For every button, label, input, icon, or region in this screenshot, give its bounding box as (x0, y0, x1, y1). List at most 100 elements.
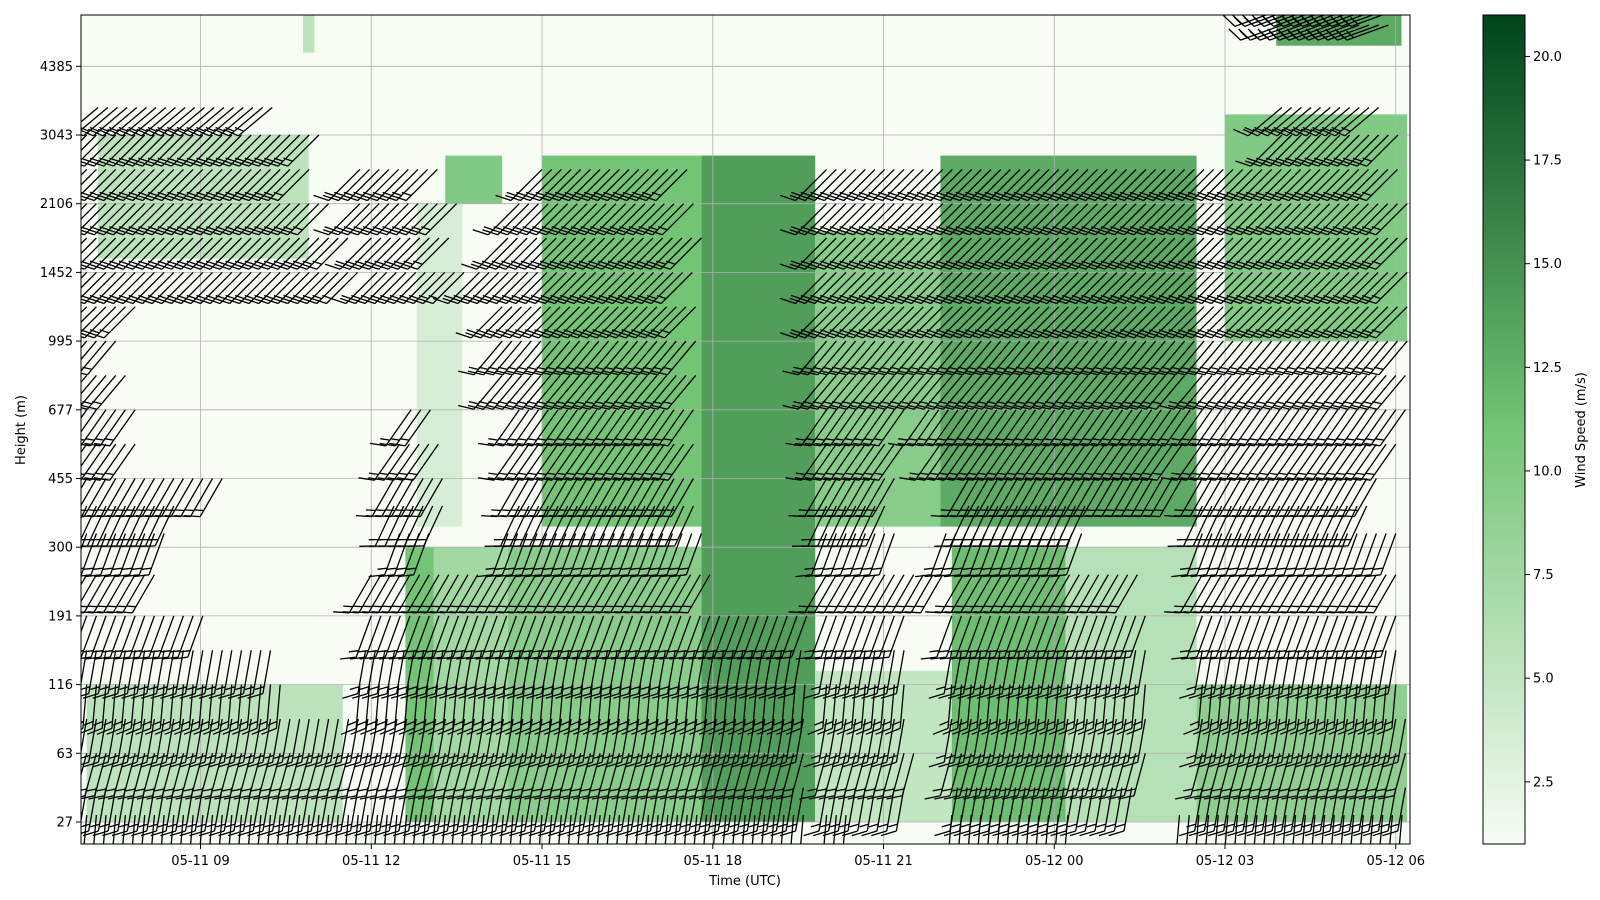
wind-barb (1031, 787, 1055, 837)
wind-barb (400, 203, 448, 236)
wind-barb (1367, 684, 1387, 735)
wind-barb (81, 533, 107, 577)
wind-barb (252, 168, 301, 202)
wind-barb (1069, 753, 1098, 800)
wind-barb (1252, 753, 1281, 800)
wind-barb (663, 718, 688, 768)
wind-barb (1108, 787, 1133, 837)
wind-barb (460, 718, 485, 768)
wind-barb (1320, 107, 1370, 137)
wind-barb (1238, 533, 1271, 578)
wind-barb (887, 409, 930, 447)
wind-barb (780, 718, 804, 768)
wind-barb (1224, 815, 1229, 844)
wind-barb (830, 340, 876, 376)
wind-barb (879, 340, 924, 376)
wind-barb (496, 374, 542, 410)
wind-barb (1034, 443, 1077, 481)
wind-barb (243, 753, 272, 800)
wind-barb (632, 340, 677, 376)
wind-barb (179, 718, 204, 768)
wind-barb (1354, 533, 1387, 578)
wind-barb (1034, 340, 1079, 376)
x-tick-label: 05-12 06 (1367, 854, 1425, 869)
wind-barb (1112, 443, 1154, 481)
wind-barb (621, 753, 650, 800)
wind-barb (1063, 374, 1108, 410)
wind-barb (208, 650, 233, 699)
wind-barb (1003, 409, 1046, 447)
wind-barb (1208, 718, 1232, 768)
wind-barb (251, 684, 272, 735)
wind-barb (407, 271, 455, 305)
wind-barb (1315, 443, 1358, 481)
wind-barb (525, 374, 571, 410)
wind-barb (603, 409, 646, 447)
wind-barb (204, 107, 254, 137)
wind-barb (937, 443, 980, 481)
wind-barb (861, 718, 886, 768)
wind-barb (514, 684, 535, 735)
wind-barb (630, 168, 678, 202)
wind-barb (1092, 340, 1137, 376)
wind-barb (1296, 409, 1339, 447)
wind-barb (1273, 815, 1277, 844)
wind-barb (1324, 340, 1369, 376)
wind-barb (1331, 505, 1368, 547)
colorbar (1482, 14, 1526, 845)
wind-barb (1325, 615, 1358, 660)
wind-barb (1101, 374, 1147, 410)
wind-barb (437, 684, 458, 735)
wind-barb (345, 815, 350, 844)
wind-barb (803, 718, 828, 768)
wind-barb (84, 533, 117, 578)
wind-barb (1379, 815, 1384, 844)
wind-barb (834, 533, 866, 578)
wind-barb (131, 815, 136, 844)
wind-barb (811, 340, 857, 376)
wind-barb (572, 753, 601, 800)
wind-barb (746, 615, 779, 660)
wind-barb (81, 718, 88, 756)
wind-barb (620, 615, 653, 660)
wind-barb (1044, 443, 1087, 481)
wind-barb (1360, 271, 1408, 305)
wind-barb (490, 815, 495, 844)
wind-barb (957, 718, 982, 768)
wind-barb (637, 203, 685, 236)
wind-barb (487, 340, 532, 376)
wind-barb (625, 718, 650, 768)
wind-barb (808, 753, 837, 800)
wind-barb (708, 753, 737, 800)
wind-barb (814, 409, 857, 447)
wind-barb (417, 753, 446, 800)
wind-barb (1231, 684, 1252, 735)
wind-barb (524, 615, 556, 660)
wind-barb (538, 718, 563, 768)
wind-barb (853, 443, 895, 481)
wind-barb (1372, 650, 1397, 699)
wind-barb (836, 684, 857, 735)
wind-barb (1073, 443, 1116, 481)
wind-barb (1257, 409, 1300, 447)
wind-barb (1174, 753, 1203, 800)
wind-barb (635, 271, 684, 305)
wind-barb (857, 753, 886, 800)
wind-barb (379, 753, 408, 800)
wind-barb (1277, 615, 1310, 660)
wind-barb (718, 684, 738, 735)
wind-barb (475, 615, 508, 660)
wind-barb (1308, 684, 1329, 735)
wind-barb (184, 107, 234, 137)
wind-barb (160, 718, 185, 768)
wind-barb (81, 753, 107, 800)
wind-barb (354, 815, 359, 844)
wind-barb (563, 684, 584, 735)
wind-barb (1341, 374, 1387, 410)
wind-barb (507, 443, 549, 481)
wind-barb (218, 815, 223, 844)
wind-barb (350, 753, 379, 800)
wind-barb (203, 684, 223, 735)
wind-barb (115, 684, 136, 735)
wind-barb (1334, 24, 1389, 41)
